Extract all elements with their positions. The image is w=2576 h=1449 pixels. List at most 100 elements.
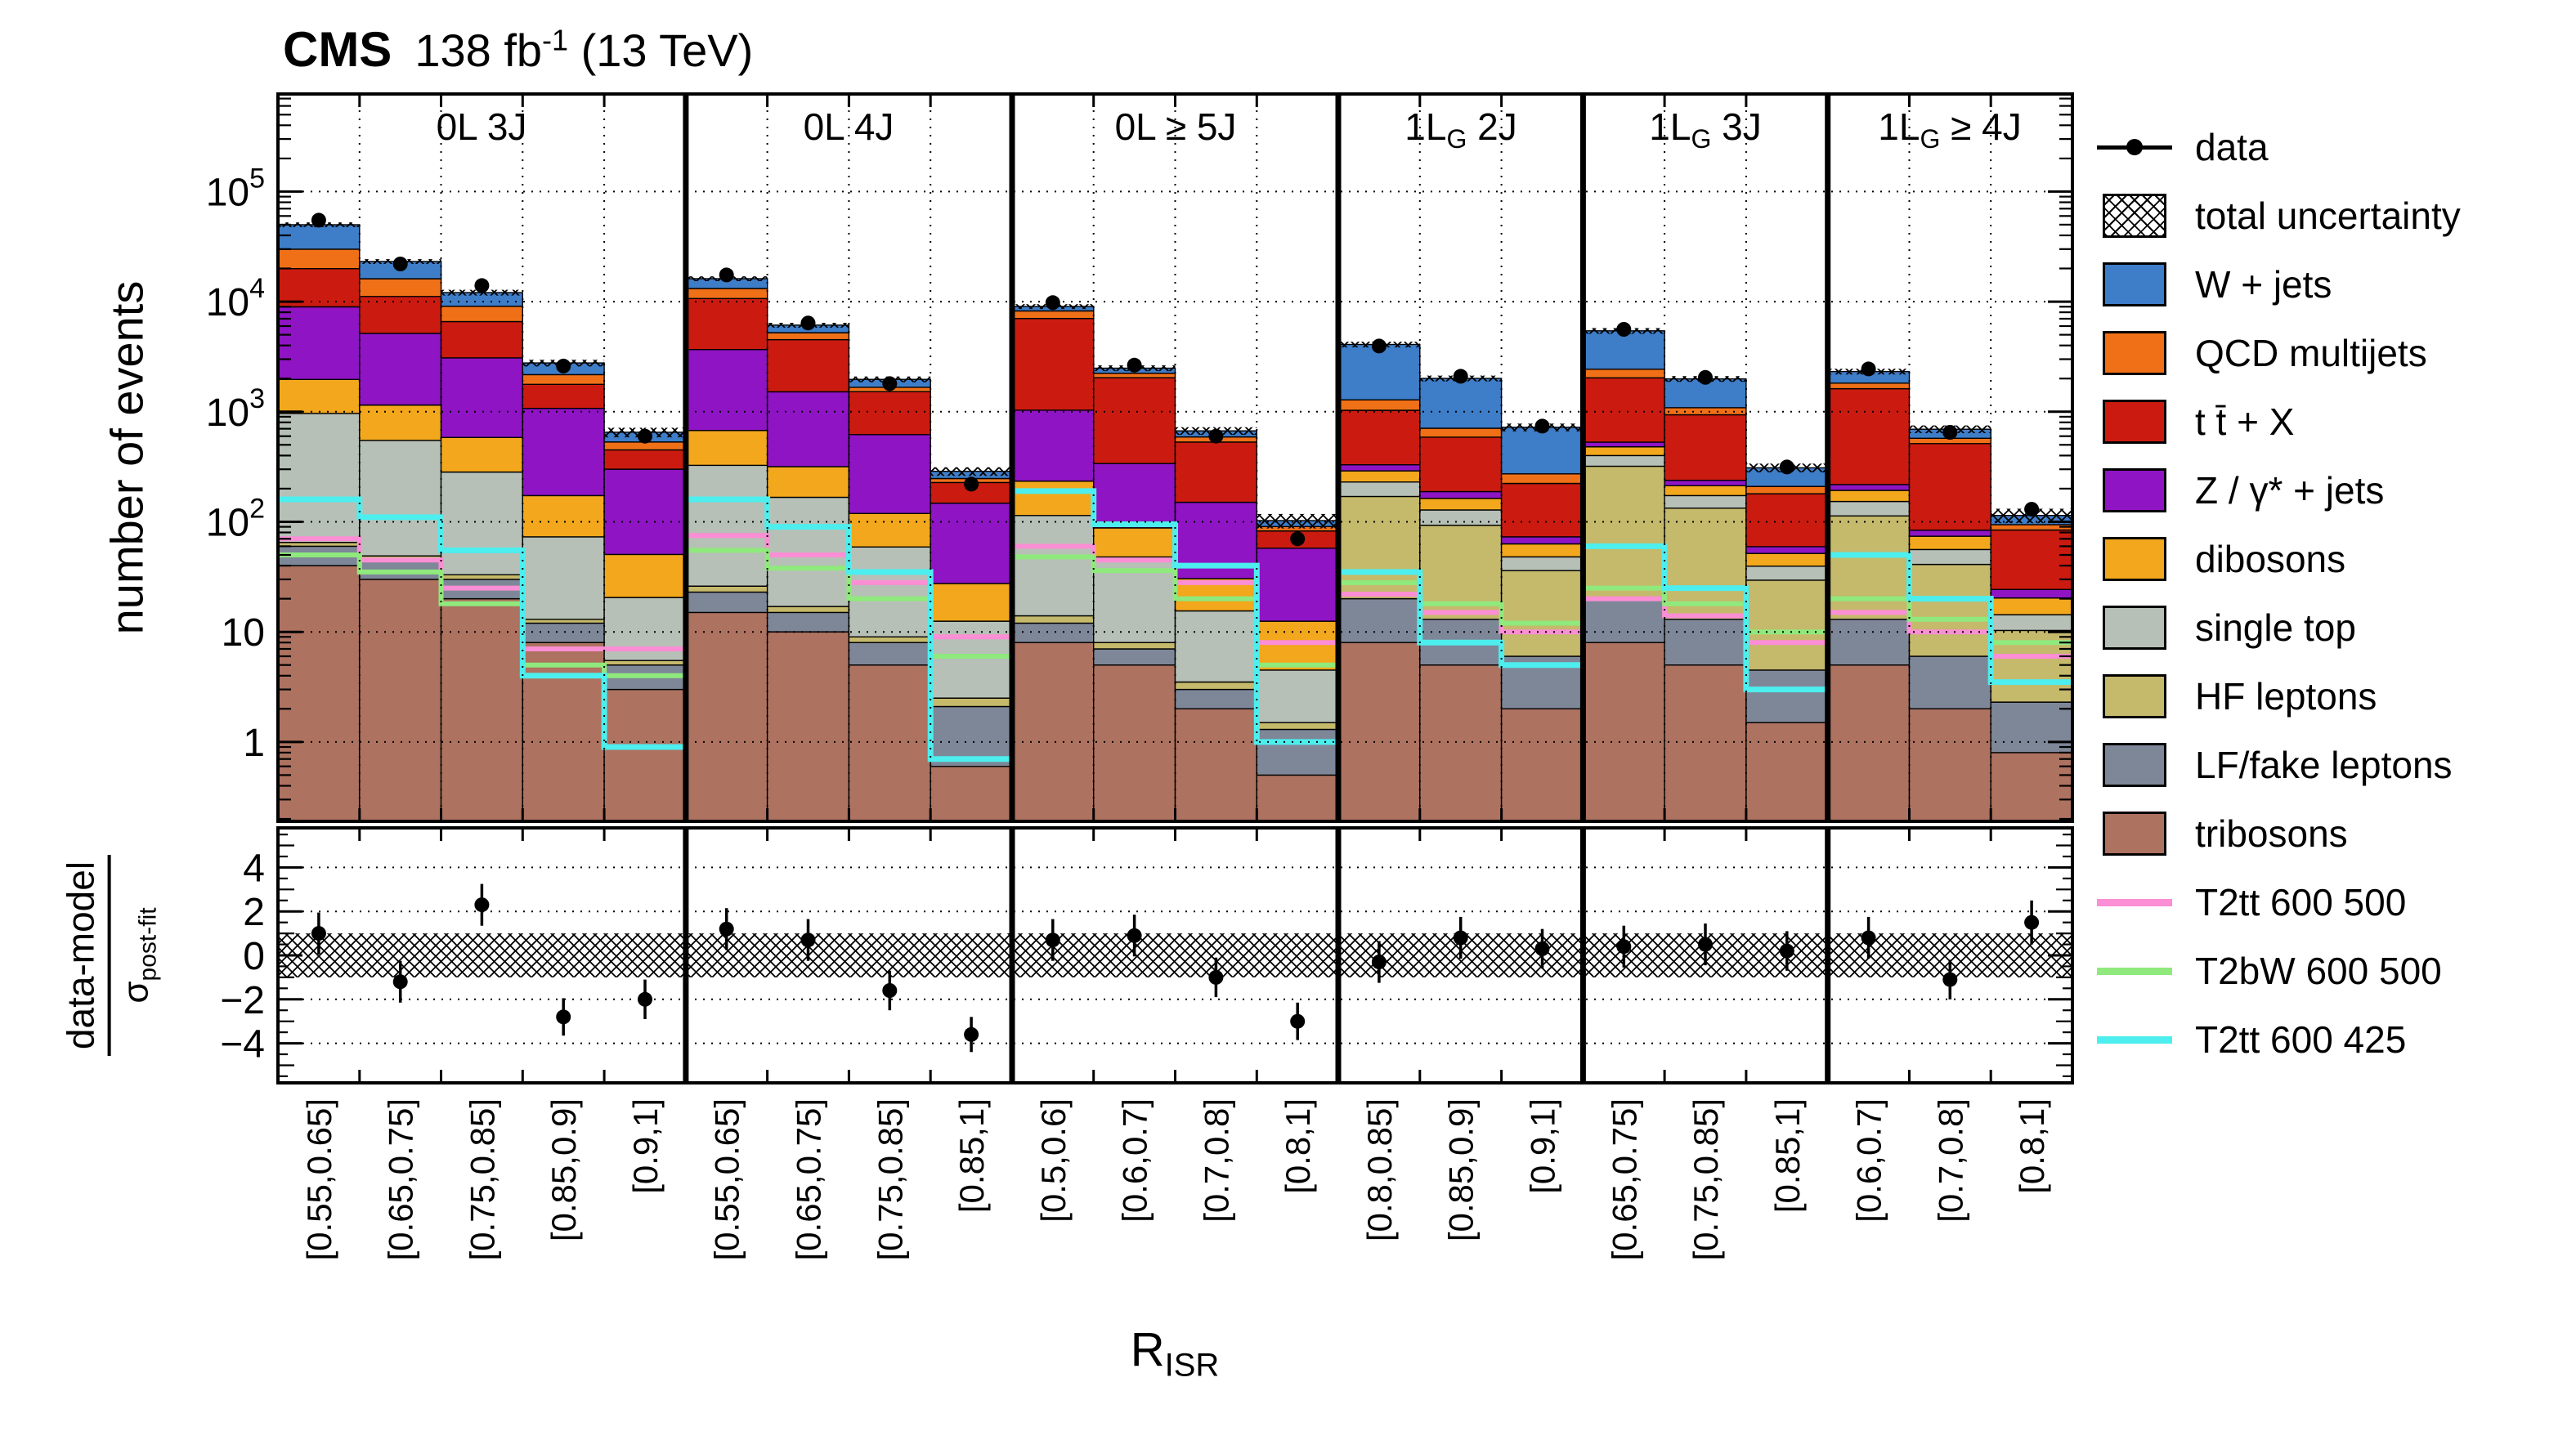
stack-seg-single_top (1011, 515, 1095, 617)
ratio-denominator: σpost-fit (115, 907, 162, 1004)
data-point (556, 358, 571, 373)
stack-seg-qcd_multijets (1582, 369, 1665, 378)
x-bin-label: [0.55,0.65] (708, 1098, 746, 1261)
stack-seg-dibosons (1826, 490, 1911, 503)
legend-data-label: data (2195, 126, 2269, 168)
region-label: 1LG 3J (1649, 105, 1762, 154)
stack-seg-single_top (1174, 610, 1258, 683)
stack-seg-ttbar_x (685, 297, 768, 351)
stack-seg-hf_leptons (1908, 563, 1992, 657)
stack-seg-dibosons (1582, 446, 1665, 457)
stack-seg-tribosons (1745, 722, 1829, 822)
stack-seg-qcd_multijets (1745, 485, 1829, 494)
data-point (311, 212, 326, 228)
stack-seg-tribosons (359, 579, 442, 822)
data-point (1942, 425, 1958, 440)
pull-point (1861, 930, 1876, 946)
data-point (638, 428, 652, 444)
stack-seg-single_top (1664, 494, 1747, 509)
legend-t2tt_600_425-label: T2tt 600 425 (2195, 1018, 2407, 1061)
stack-seg-lf_fake_leptons (766, 611, 850, 633)
stack-seg-dibosons (766, 466, 850, 499)
stack-seg-z_jets (1500, 536, 1584, 545)
stack-seg-dibosons (1419, 498, 1503, 511)
pull-point (719, 921, 734, 937)
gridlines (278, 94, 2072, 1044)
stack-seg-lf_fake_leptons (1011, 622, 1095, 643)
legend-dibosons: dibosons (2095, 525, 2461, 593)
stack-seg-lf_fake_leptons (1337, 597, 1421, 643)
y-tick-label: 103 (206, 383, 265, 435)
stack-seg-tribosons (1826, 664, 1911, 822)
stack-seg-ttbar_x (1337, 409, 1421, 466)
stack-seg-z_jets (1990, 588, 2073, 599)
legend-data: data (2095, 113, 2461, 181)
legend-single_top-swatch (2103, 606, 2166, 650)
y-tick-label: 102 (206, 494, 265, 545)
stack-seg-dibosons (1664, 485, 1747, 497)
legend-tribosons-label: tribosons (2195, 812, 2348, 855)
axis-ticks-and-labels: 1 10 102 103 104 105 420−2−4 [0.55,0.65] [0.65,0… (206, 94, 2074, 1261)
pull-point (882, 983, 898, 998)
stack-seg-hf_leptons (766, 606, 850, 614)
stack-seg-tribosons (440, 597, 524, 822)
total-uncertainty-band (930, 467, 1012, 476)
data-marker (2097, 138, 2172, 156)
stack-seg-single_top (1419, 509, 1503, 526)
legend-single_top-label: single top (2195, 606, 2356, 649)
x-bin-label: [0.8,1] (2013, 1098, 2051, 1194)
legend-w_jets-label: W + jets (2195, 263, 2332, 306)
stack-seg-dibosons (1011, 481, 1095, 517)
stack-seg-z_jets (1419, 490, 1503, 499)
stack-seg-qcd_multijets (359, 278, 442, 297)
stack-seg-ttbar_x (522, 383, 605, 409)
data-point (474, 278, 490, 293)
stack-seg-qcd_multijets (1500, 473, 1584, 485)
pull-point (1942, 972, 1958, 987)
stack-seg-single_top (1990, 614, 2073, 632)
stack-seg-z_jets (685, 348, 768, 432)
stack-seg-single_top (848, 546, 931, 637)
stack-seg-lf_fake_leptons (1908, 655, 1992, 710)
stack-seg-qcd_multijets (522, 373, 605, 385)
stack-seg-hf_leptons (440, 574, 524, 580)
pull-point (1453, 930, 1468, 946)
stack-seg-dibosons (1908, 535, 1992, 551)
y-tick-label: 105 (206, 163, 265, 214)
stack-seg-lf_fake_leptons (1174, 688, 1258, 709)
stack-seg-single_top (277, 413, 361, 543)
x-bin-label: [0.8,1] (1279, 1098, 1317, 1194)
x-bin-label: [0.85,1] (952, 1098, 991, 1213)
signal-line-t2bw_600_500 (278, 552, 686, 678)
stack-seg-hf_leptons (1582, 465, 1665, 600)
stack-seg-dibosons (1092, 527, 1176, 558)
x-bin-label: [0.65,0.75] (1605, 1098, 1643, 1261)
x-bin-label: [0.9,1] (1524, 1098, 1562, 1194)
legend-w_jets: W + jets (2095, 250, 2461, 319)
signal-line-t2tt_600_500 (1583, 596, 1828, 646)
legend-ttbar_x: t t̄ + X (2095, 387, 2461, 456)
legend-ttbar_x-label: t t̄ + X (2195, 400, 2295, 443)
stack-seg-single_top (440, 471, 524, 575)
stack-seg-z_jets (1011, 409, 1095, 482)
stack-seg-tribosons (1500, 708, 1584, 822)
x-bin-label: [0.85,0.9] (1442, 1098, 1481, 1241)
pull-point (556, 1009, 571, 1025)
region-label: 0L 3J (436, 105, 527, 148)
stack-seg-z_jets (848, 434, 931, 514)
legend-lf_fake_leptons-label: LF/fake leptons (2195, 744, 2453, 786)
stack-seg-qcd_multijets (1092, 373, 1176, 378)
legend-z_jets-label: Z / γ* + jets (2195, 469, 2385, 512)
ratio-panel-content (278, 883, 2072, 1053)
y-tick-label: 104 (206, 273, 265, 324)
stack-seg-lf_fake_leptons (1990, 701, 2073, 754)
stack-seg-ttbar_x (766, 338, 850, 393)
legend-t2tt_600_425: T2tt 600 425 (2095, 1005, 2461, 1074)
x-bin-label: [0.5,0.6] (1034, 1098, 1073, 1223)
pull-point (1045, 932, 1060, 948)
stack-seg-ttbar_x (1582, 377, 1665, 443)
x-bin-label: [0.55,0.65] (300, 1098, 338, 1261)
stack-seg-hf_leptons (848, 636, 931, 643)
stack-seg-qcd_multijets (440, 306, 524, 323)
